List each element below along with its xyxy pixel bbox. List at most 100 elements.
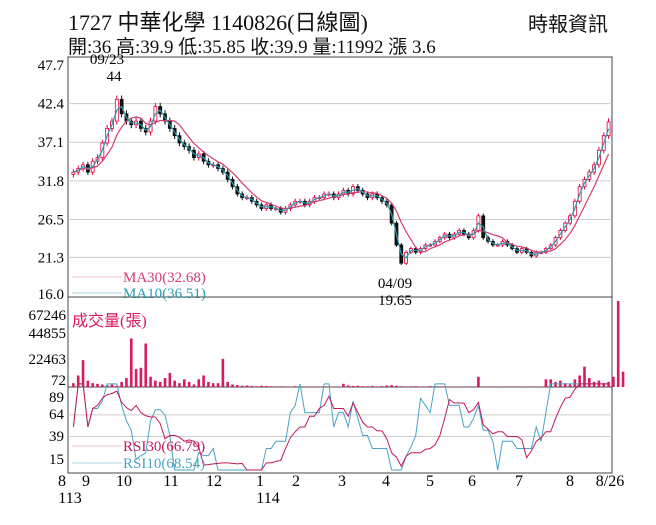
price-tick-label: 21.3: [38, 250, 64, 266]
volume-bar: [173, 380, 176, 387]
volume-bar: [76, 375, 80, 387]
volume-bar: [226, 381, 229, 387]
volume-bar: [231, 384, 234, 387]
chart-title: 1727 中華化學 1140826(日線圖): [68, 10, 368, 35]
volume-bar: [144, 343, 148, 387]
volume-bar: [101, 384, 104, 387]
volume-bar: [371, 385, 374, 387]
volume-bar: [293, 386, 297, 387]
volume-bar: [187, 381, 191, 387]
volume-bar: [96, 383, 99, 387]
volume-bar: [578, 375, 581, 387]
volume-bar: [612, 376, 615, 387]
price-tick-label: 37.1: [38, 135, 64, 151]
volume-bar: [607, 381, 610, 387]
volume-bar: [342, 383, 345, 387]
volume-tick-label: 67246: [29, 308, 67, 324]
volume-bar: [168, 372, 172, 387]
volume-bar: [346, 385, 350, 387]
volume-bar: [192, 384, 196, 387]
rsi10-legend: RSI10(68.54): [123, 456, 205, 472]
price-tick-label: 26.5: [38, 212, 64, 228]
volume-bar: [178, 383, 181, 387]
volume-bar: [424, 386, 427, 387]
volume-bar: [602, 383, 606, 387]
month-label: 3: [338, 473, 346, 490]
month-label: 5: [426, 473, 434, 490]
volume-bar: [115, 385, 119, 387]
price-tick-label: 31.8: [38, 174, 64, 190]
volume-bar: [409, 386, 413, 387]
volume-bar: [240, 385, 244, 387]
month-label: 1: [256, 473, 264, 490]
month-label: 10: [116, 473, 132, 490]
volume-bar: [158, 381, 162, 387]
volume-bar: [544, 379, 548, 387]
ma10-line: [73, 105, 610, 259]
ma30-line: [73, 116, 610, 253]
volume-bar: [110, 384, 114, 387]
volume-bar: [428, 386, 432, 387]
month-label: 9: [82, 473, 90, 490]
volume-tick-label: 22463: [29, 352, 67, 368]
volume-bar: [351, 385, 355, 387]
month-label: 4: [382, 473, 390, 490]
volume-bar: [477, 376, 480, 387]
plot-frame: [67, 56, 613, 474]
volume-bar: [91, 383, 94, 387]
volume-bar: [260, 385, 263, 387]
volume-bar: [72, 383, 75, 387]
volume-bar: [236, 385, 239, 387]
volume-bar: [129, 338, 133, 387]
rsi10-line: [72, 383, 609, 471]
volume-bar: [592, 381, 596, 387]
volume-bar: [419, 386, 422, 387]
volume-bar: [356, 385, 360, 387]
volume-bar: [274, 386, 278, 387]
volume-bar: [269, 386, 273, 387]
price-tick-label: 42.4: [38, 97, 65, 113]
volume-bar: [289, 386, 292, 387]
ma30-legend: MA30(32.68): [123, 270, 206, 286]
volume-bar: [621, 371, 625, 387]
volume-bar: [81, 360, 85, 387]
volume-bar: [414, 386, 418, 387]
rsi-tick-label: 39: [49, 429, 64, 445]
volume-bar: [385, 385, 389, 387]
volume-bar: [501, 386, 504, 387]
volume-bar: [375, 386, 379, 387]
volume-tick-label: 44855: [29, 326, 67, 342]
volume-bar: [583, 366, 586, 387]
low-value-annotation: 19.65: [378, 293, 412, 309]
low-date-annotation: 04/09: [378, 276, 412, 292]
volume-bar: [264, 385, 268, 387]
volume-bar: [588, 378, 591, 387]
volume-bar: [86, 380, 90, 387]
volume-bar: [284, 386, 287, 387]
rsi-tick-label: 89: [49, 390, 64, 406]
rsi30-legend: RSI30(66.79): [123, 439, 205, 455]
volume-label: 成交量(張): [72, 312, 147, 330]
volume-bar: [163, 378, 167, 387]
volume-bar: [438, 386, 442, 387]
volume-bar: [366, 386, 369, 387]
volume-bar: [139, 367, 143, 387]
year-label: 113: [58, 490, 81, 507]
rsi30-line: [72, 383, 609, 471]
volume-bar: [395, 385, 398, 387]
month-label: 8: [566, 473, 574, 490]
volume-bar: [202, 375, 205, 387]
volume-tick-label: 72: [51, 373, 66, 389]
month-label: 12: [206, 473, 222, 490]
volume-bar: [568, 384, 572, 387]
volume-bar: [303, 386, 307, 387]
rsi-tick-label: 64: [49, 407, 65, 423]
volume-bar: [443, 386, 446, 387]
volume-bar: [390, 385, 393, 387]
volume-bar: [472, 386, 475, 387]
volume-bar: [149, 376, 152, 387]
volume-bar: [534, 386, 538, 387]
volume-bar: [134, 369, 138, 387]
high-value-annotation: 44: [107, 69, 123, 85]
